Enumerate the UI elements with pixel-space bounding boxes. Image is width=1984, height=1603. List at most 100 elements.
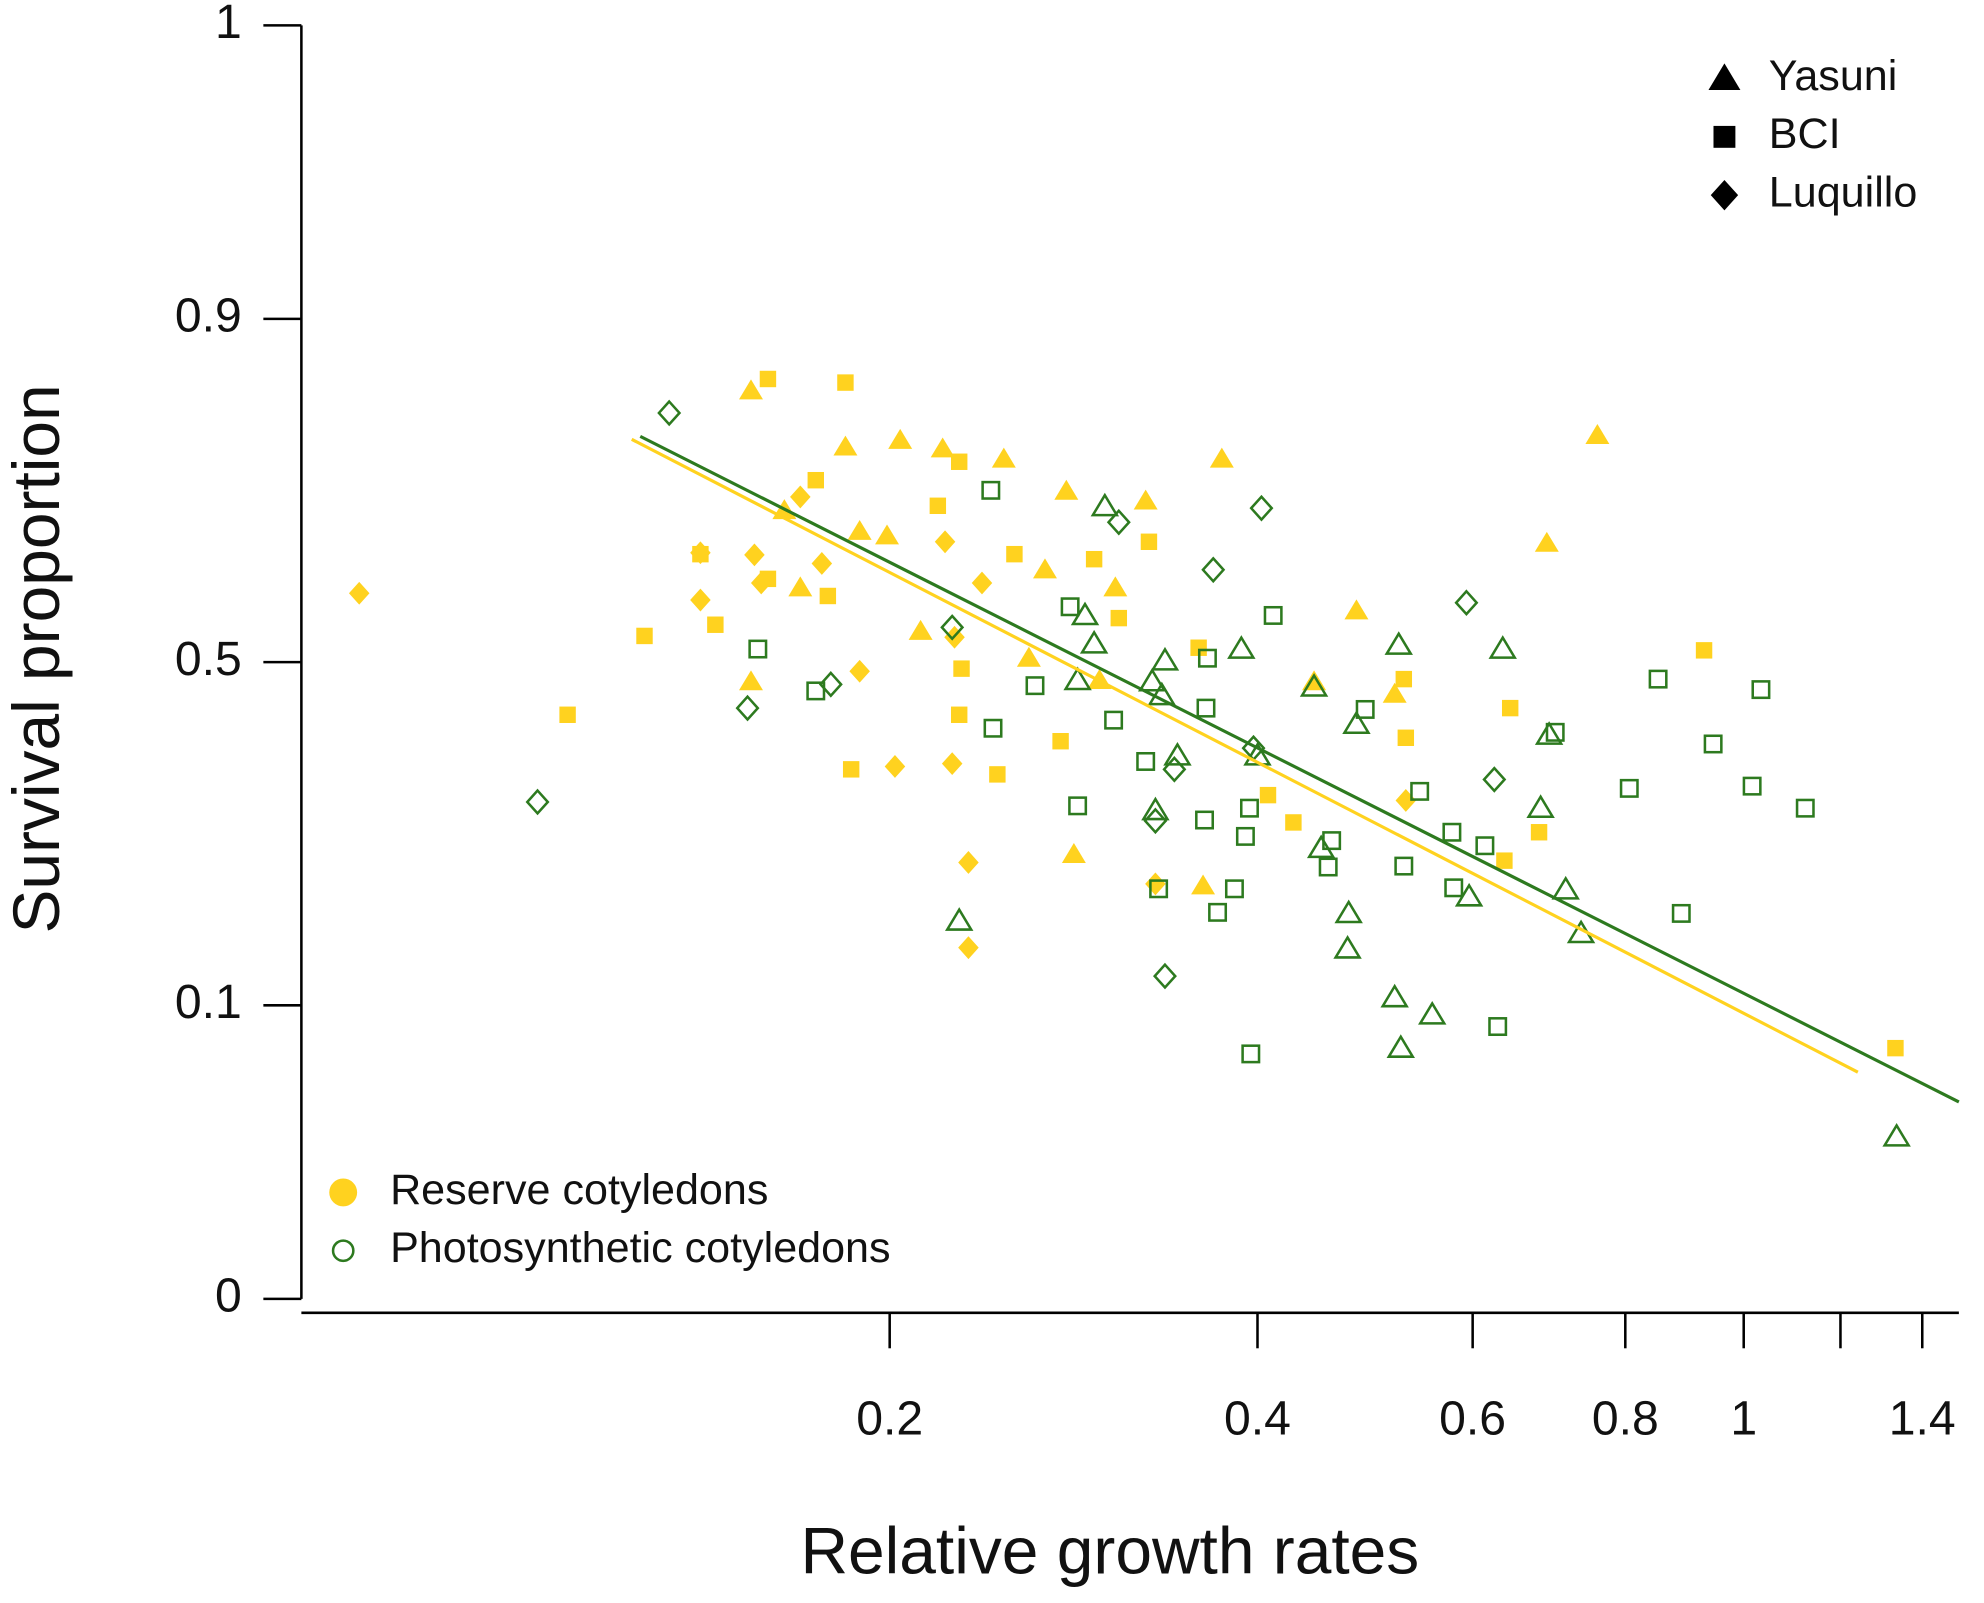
data-point bbox=[1397, 729, 1415, 746]
data-point bbox=[842, 761, 860, 778]
data-point bbox=[940, 614, 965, 641]
data-point bbox=[790, 485, 811, 509]
data-point bbox=[1742, 776, 1762, 796]
x-axis-title: Relative growth rates bbox=[800, 1514, 1419, 1588]
data-point bbox=[1137, 667, 1167, 692]
data-point bbox=[1671, 903, 1691, 923]
data-point bbox=[807, 471, 824, 489]
data-point bbox=[1534, 721, 1564, 745]
data-point bbox=[989, 766, 1006, 783]
data-point bbox=[1191, 874, 1216, 895]
data-point bbox=[1090, 492, 1120, 517]
data-point bbox=[934, 530, 956, 554]
data-point bbox=[1006, 545, 1023, 563]
data-point bbox=[1140, 533, 1158, 550]
data-point bbox=[806, 681, 826, 701]
data-point bbox=[1079, 629, 1109, 654]
data-point bbox=[847, 519, 872, 540]
data-point bbox=[1141, 796, 1170, 821]
data-point bbox=[1530, 824, 1548, 841]
data-point bbox=[1703, 734, 1723, 754]
data-point bbox=[759, 370, 777, 388]
x-tick-label: 0.8 bbox=[1592, 1392, 1659, 1446]
data-point bbox=[983, 718, 1003, 738]
data-point bbox=[1344, 599, 1369, 620]
data-point bbox=[1143, 807, 1168, 835]
x-tick-label: 0.2 bbox=[856, 1392, 923, 1446]
data-point bbox=[1299, 673, 1329, 697]
data-point bbox=[930, 437, 955, 458]
fit-line bbox=[639, 434, 1960, 1104]
y-tick-label: 0.5 bbox=[175, 632, 242, 686]
data-point bbox=[884, 755, 906, 778]
data-point bbox=[348, 581, 370, 605]
data-point bbox=[1648, 669, 1668, 689]
data-point bbox=[950, 453, 968, 470]
data-point bbox=[1887, 1039, 1904, 1057]
data-point bbox=[1085, 550, 1103, 568]
data-point bbox=[1259, 786, 1277, 804]
data-point bbox=[875, 524, 899, 545]
y-axis-title: Survival proportion bbox=[0, 384, 73, 933]
data-point bbox=[1488, 1017, 1508, 1037]
data-point bbox=[1209, 447, 1234, 468]
data-point bbox=[908, 619, 933, 640]
data-point bbox=[657, 399, 682, 427]
y-tick-label: 0 bbox=[215, 1269, 242, 1323]
data-point bbox=[735, 694, 760, 722]
data-point bbox=[811, 552, 833, 575]
data-point bbox=[1150, 646, 1180, 671]
data-point bbox=[1882, 1122, 1911, 1147]
legend-label: Photosynthetic cotyledons bbox=[390, 1224, 890, 1272]
data-point bbox=[1488, 635, 1517, 659]
data-point bbox=[1243, 741, 1272, 766]
data-point bbox=[525, 788, 550, 816]
legend-label: Luquillo bbox=[1769, 169, 1918, 217]
data-point bbox=[1322, 831, 1342, 851]
data-point bbox=[1795, 798, 1815, 818]
data-point bbox=[1475, 836, 1495, 856]
data-point bbox=[1061, 843, 1086, 863]
data-point bbox=[1482, 766, 1507, 793]
legend-label: BCI bbox=[1769, 110, 1841, 158]
data-point bbox=[1695, 642, 1713, 659]
data-point bbox=[1241, 1044, 1261, 1064]
data-point bbox=[748, 639, 768, 659]
data-point bbox=[1418, 1000, 1447, 1025]
data-point bbox=[1263, 605, 1283, 625]
legend-marker bbox=[329, 1178, 358, 1207]
data-point bbox=[1333, 935, 1362, 959]
data-point bbox=[690, 541, 711, 565]
data-point bbox=[1149, 879, 1169, 899]
data-point bbox=[1585, 424, 1610, 444]
data-point bbox=[739, 379, 763, 400]
data-point bbox=[1103, 576, 1128, 597]
data-point bbox=[953, 660, 970, 677]
data-point bbox=[1380, 983, 1409, 1008]
data-point bbox=[849, 659, 870, 683]
data-point bbox=[707, 616, 724, 633]
data-point bbox=[1133, 489, 1158, 510]
data-point bbox=[1239, 798, 1259, 818]
data-point bbox=[1306, 834, 1336, 859]
data-point bbox=[690, 588, 711, 612]
data-point bbox=[1196, 698, 1216, 718]
data-point bbox=[1526, 794, 1555, 818]
legend-marker bbox=[1708, 63, 1741, 90]
data-point bbox=[1551, 875, 1580, 900]
data-point bbox=[1145, 872, 1166, 896]
data-point bbox=[818, 671, 843, 698]
data-point bbox=[559, 706, 576, 723]
data-point bbox=[788, 576, 813, 597]
data-point bbox=[1153, 962, 1177, 990]
data-point bbox=[1249, 494, 1274, 522]
fit-line bbox=[630, 437, 1859, 1074]
data-point bbox=[929, 497, 947, 515]
y-tick-label: 0.9 bbox=[175, 289, 242, 343]
data-point bbox=[944, 907, 974, 931]
data-point bbox=[981, 480, 1001, 500]
data-point bbox=[941, 752, 963, 776]
x-tick-label: 1.4 bbox=[1889, 1392, 1956, 1446]
data-point bbox=[1534, 531, 1559, 552]
